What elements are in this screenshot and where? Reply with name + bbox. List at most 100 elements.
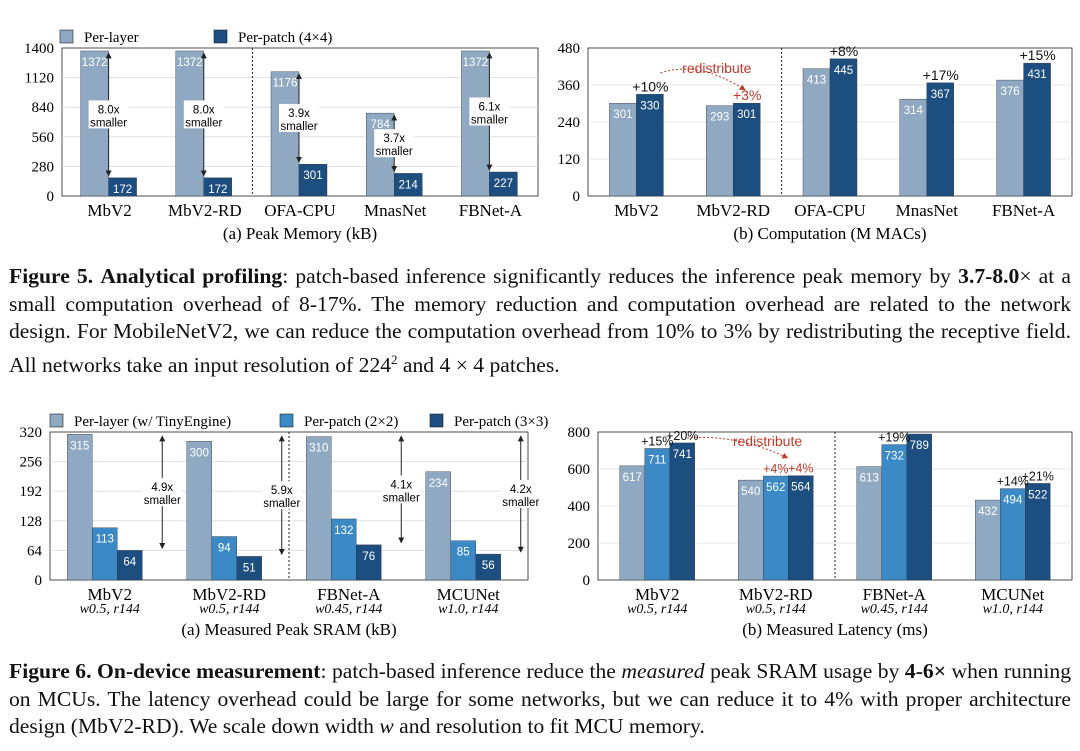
bar-value-label: 132 (334, 525, 353, 537)
y-tick-label: 400 (568, 499, 591, 515)
bar-value-label: 301 (613, 109, 632, 121)
bar-value-label: 51 (243, 562, 256, 574)
chart-title: (a) Measured Peak SRAM (kB) (181, 620, 396, 639)
overhead-label-2x2: +4% (763, 462, 788, 476)
bar-per-patch-3-3- (1025, 483, 1051, 581)
annotation-background (183, 100, 224, 129)
bar-value-label: 113 (96, 534, 114, 546)
chart-title: (a) Peak Memory (kB) (223, 224, 377, 243)
x-category-label: OFA-CPU (794, 201, 865, 220)
bar-value-label: 432 (978, 506, 997, 518)
y-tick-label: 128 (20, 514, 43, 530)
caption-label: Figure 5. (9, 264, 94, 288)
y-tick-label: 64 (27, 543, 43, 559)
y-tick-label: 560 (32, 130, 55, 146)
x-category-label: MbV2-RD (696, 201, 770, 220)
overhead-label: +8% (830, 43, 858, 59)
bar-value-label: 76 (362, 551, 375, 563)
reduction-word: smaller (376, 146, 413, 158)
bar-value-label: 234 (429, 478, 449, 490)
bar-value-label: 617 (623, 472, 642, 484)
reduction-factor: 8.0x (193, 104, 215, 116)
x-subcategory-label: w0.5, r144 (80, 602, 140, 617)
bar-value-label: 310 (309, 443, 328, 455)
bar-per-patch-2-2- (450, 540, 476, 581)
y-tick-label: 480 (558, 41, 581, 57)
bar-per-layer-w-tinyengine- (186, 441, 212, 581)
overhead-label-2x2: +14% (997, 475, 1029, 489)
x-category-label: FBNet-A (863, 585, 927, 604)
bar-value-label: 711 (648, 454, 666, 466)
bar-value-label: 1176 (273, 78, 298, 90)
legend-label-perpatch: Per-patch (4×4) (238, 30, 332, 46)
legend-swatch-perpatch (213, 29, 228, 44)
caption-text: × at a small computation overhead of 8-1… (9, 264, 1071, 377)
caption-text: : patch-based inference significantly re… (282, 264, 959, 288)
bar-per-patch-3-3- (906, 433, 932, 581)
annotation-background (142, 478, 183, 507)
overhead-label: +17% (923, 67, 959, 83)
bar-per-patch-2-2- (92, 527, 118, 581)
bar-value-label: 330 (640, 100, 659, 112)
x-category-label: MnasNet (364, 201, 427, 220)
annotation-background (279, 103, 319, 132)
bar-value-label: 94 (218, 543, 231, 555)
caption-range: 3.7-8.0 (958, 264, 1020, 288)
overhead-label: +10% (632, 78, 668, 94)
annotation-background (261, 481, 302, 510)
reduction-word: smaller (144, 495, 181, 507)
bar-value-label: 445 (834, 65, 853, 77)
caption-var-w: w (379, 714, 394, 738)
bar-per-patch-4-4- (489, 171, 518, 197)
bar-per-layer-w-tinyengine- (425, 471, 451, 581)
y-tick-label: 0 (573, 189, 581, 205)
legend-label-perlayer: Per-layer (84, 30, 139, 46)
annotation-background (469, 97, 510, 126)
bar-value-label: 56 (482, 560, 495, 572)
bar-per-patch-3-3- (236, 556, 262, 581)
bar-value-label: 1372 (463, 57, 489, 69)
caption-text: : patch-based inference reduce the (320, 659, 622, 683)
overhead-label-3x3: +20% (666, 429, 698, 443)
x-subcategory-label: w0.45, r144 (861, 602, 928, 617)
x-subcategory-label: w0.45, r144 (315, 602, 382, 617)
y-tick-label: 256 (20, 455, 43, 471)
x-subcategory-label: w0.5, r144 (199, 602, 259, 617)
y-tick-label: 320 (20, 425, 43, 441)
bar-per-layer-w-tinyengine- (619, 465, 645, 581)
y-tick-label: 0 (35, 573, 43, 589)
reduction-word: smaller (280, 121, 317, 133)
bar-value-label: 564 (791, 482, 811, 494)
bar-value-label: 301 (737, 109, 756, 121)
reduction-factor: 3.7x (383, 133, 405, 145)
bar-per-patch-2-2- (331, 518, 357, 581)
caption-lead: On-device measurement (97, 659, 321, 683)
reduction-word: smaller (263, 498, 300, 510)
legend-swatch-patch3 (429, 413, 444, 428)
bar-per-patch-2-2- (644, 448, 670, 581)
caption-text: when running on MCUs. The latency overhe… (9, 659, 1072, 738)
x-category-label: MbV2-RD (192, 585, 266, 604)
bar-value-label: 732 (885, 451, 904, 463)
y-tick-label: 120 (558, 152, 581, 168)
bar-per-layer-w-tinyengine- (975, 499, 1001, 581)
fig5a-peak-memory-chart: 0280560840112014001372172MbV28.0xsmaller… (24, 41, 539, 243)
x-category-label: MnasNet (896, 201, 959, 220)
bar-per-layer (996, 79, 1024, 197)
bar-value-label: 300 (190, 447, 209, 459)
x-category-label: MCUNet (437, 585, 501, 604)
bar-value-label: 522 (1028, 489, 1047, 501)
reduction-factor: 4.1x (390, 479, 412, 491)
overhead-label: +3% (733, 87, 761, 103)
bar-per-layer (705, 105, 734, 197)
bar-per-patch-3-3- (669, 442, 695, 581)
chart-title: (b) Computation (M MACs) (733, 224, 926, 243)
x-subcategory-label: w0.5, r144 (627, 602, 687, 617)
x-category-label: MCUNet (981, 585, 1045, 604)
x-subcategory-label: w0.5, r144 (746, 602, 806, 617)
reduction-factor: 4.2x (510, 484, 532, 496)
bar-per-patch-4-4- (636, 94, 664, 197)
reduction-factor: 3.9x (288, 108, 310, 120)
bar-per-layer (899, 98, 927, 197)
y-tick-label: 840 (32, 100, 55, 116)
